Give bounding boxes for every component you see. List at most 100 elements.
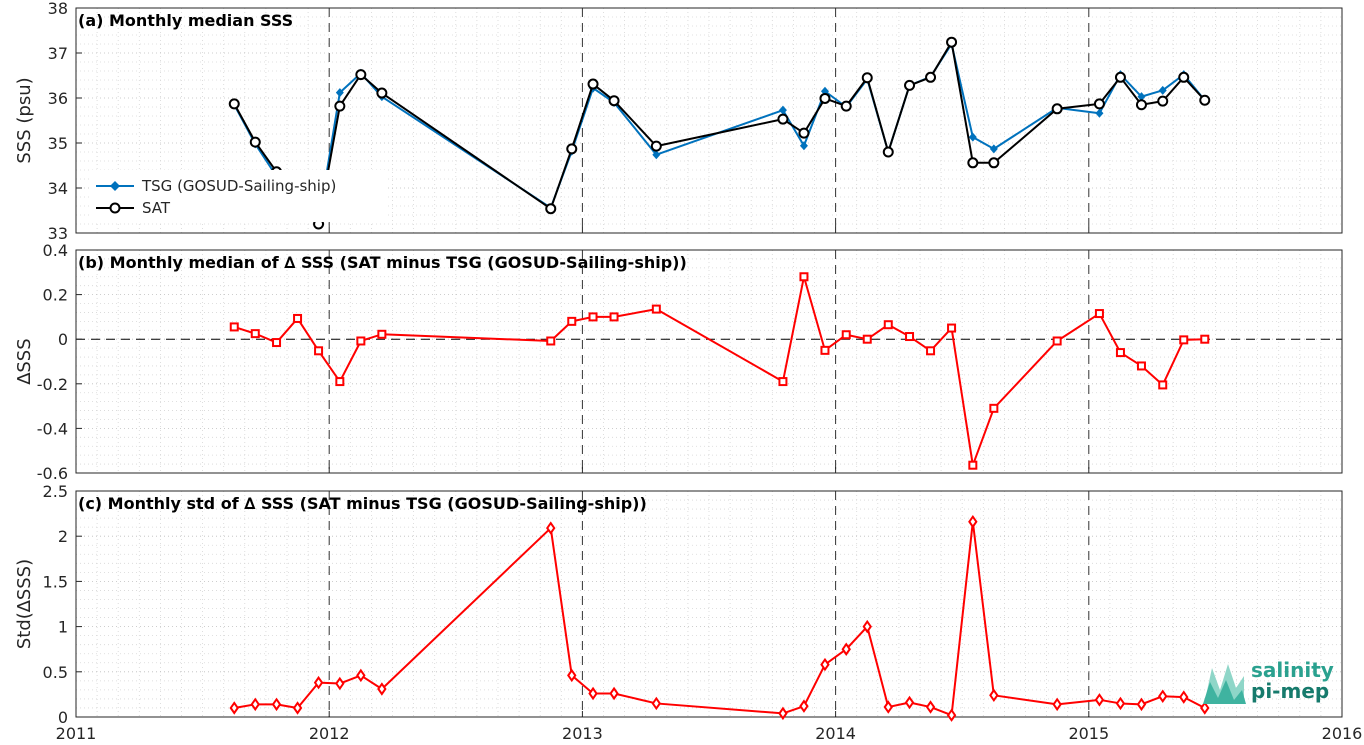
- data-point: [650, 140, 662, 152]
- plot-area: [76, 250, 1342, 473]
- data-point: [799, 272, 809, 282]
- panel-title: (b) Monthly median of ∆ SSS (SAT minus T…: [78, 253, 687, 272]
- data-point: [229, 322, 239, 332]
- data-point: [904, 79, 916, 91]
- x-axis-labels: 2011 2012 2013 2014 2015 2016: [56, 724, 1363, 743]
- data-point: [546, 521, 556, 535]
- legend-label-sat: SAT: [142, 199, 171, 217]
- y-tick-label: 0.5: [43, 663, 68, 682]
- data-point: [546, 336, 556, 346]
- data-point: [989, 688, 999, 703]
- data-point: [651, 696, 662, 711]
- y-tick-label: 2: [58, 527, 68, 546]
- data-point: [968, 460, 978, 470]
- axes-frame: [75, 490, 1343, 718]
- data-point: [377, 329, 387, 339]
- data-point: [946, 36, 958, 48]
- data-point: [819, 92, 831, 104]
- data-point: [862, 619, 872, 634]
- x-tick-label: 2015: [1068, 724, 1109, 743]
- data-point: [587, 78, 599, 90]
- data-point: [376, 87, 388, 99]
- data-point: [1200, 334, 1210, 344]
- x-tick-label: 2013: [562, 724, 603, 743]
- y-axis-label: ∆SSS: [14, 338, 35, 385]
- data-point: [904, 695, 915, 710]
- data-point: [229, 701, 239, 715]
- data-point: [271, 697, 282, 712]
- data-point: [651, 304, 661, 314]
- y-axis-label: SSS (psu): [14, 77, 35, 163]
- data-point: [841, 642, 851, 656]
- data-point: [1179, 335, 1189, 345]
- data-point: [1157, 95, 1169, 107]
- legend-marker-tsg: [110, 181, 120, 191]
- data-point: [988, 157, 1000, 169]
- data-point: [989, 144, 998, 154]
- legend-label-tsg: TSG (GOSUD-Sailing-ship): [141, 177, 336, 195]
- axes-frame: [75, 249, 1343, 474]
- data-point: [778, 105, 787, 115]
- data-point: [905, 332, 915, 342]
- data-point: [272, 338, 282, 348]
- legend-box: [90, 170, 386, 222]
- y-tick-label: 38: [48, 0, 68, 18]
- y-axis-label: Std(∆SSS): [14, 559, 35, 649]
- data-point: [292, 701, 303, 715]
- y-tick-label: -0.2: [37, 375, 68, 394]
- data-point: [820, 345, 830, 355]
- y-tick-label: 33: [48, 224, 68, 243]
- x-tick-label: 2014: [815, 724, 856, 743]
- data-point: [250, 329, 260, 339]
- data-point: [1136, 361, 1146, 371]
- x-tick-label: 2012: [309, 724, 350, 743]
- data-point: [799, 699, 809, 713]
- data-point: [882, 146, 894, 158]
- data-point: [355, 69, 367, 81]
- data-point: [1093, 98, 1105, 110]
- data-point: [313, 675, 324, 690]
- data-point: [1094, 693, 1105, 707]
- data-point: [946, 708, 957, 722]
- data-point: [356, 668, 366, 683]
- data-point: [609, 312, 619, 322]
- y-tick-label: 0: [58, 330, 68, 349]
- data-point: [778, 377, 788, 387]
- data-point: [250, 697, 260, 712]
- y-tick-label: 35: [48, 134, 68, 153]
- data-point: [778, 706, 788, 721]
- data-point: [1095, 108, 1104, 118]
- data-point: [293, 313, 303, 323]
- data-point: [1051, 103, 1063, 115]
- salinity-pi-mep-logo: salinity pi-mep: [1203, 658, 1334, 704]
- panel-c: 0 0.5 1 1.5 2 2.5 Std(∆SSS) (c) Monthly std of …: [14, 482, 1343, 727]
- legend-marker-sat: [109, 202, 121, 214]
- data-point: [1052, 697, 1062, 712]
- logo-wave-back: [1205, 664, 1244, 700]
- x-tick-label: 2011: [56, 724, 97, 743]
- y-tick-label: 37: [48, 44, 68, 63]
- data-point: [926, 346, 936, 356]
- data-point: [1094, 309, 1104, 319]
- data-point: [608, 95, 620, 107]
- data-point: [1136, 697, 1147, 712]
- data-point: [820, 657, 830, 672]
- data-point: [862, 334, 872, 344]
- data-point: [883, 700, 893, 714]
- panel-b: -0.6 -0.4 -0.2 0 0.2 0.4 ∆SSS (b) Monthly media…: [14, 241, 1343, 483]
- y-tick-label: 1: [58, 618, 68, 637]
- data-point: [567, 316, 577, 326]
- data-point: [356, 336, 366, 346]
- data-point: [609, 686, 619, 701]
- data-point: [1158, 85, 1167, 95]
- data-point: [840, 100, 852, 112]
- data-point: [335, 377, 345, 387]
- panel-title: (c) Monthly std of ∆ SSS (SAT minus TSG …: [78, 494, 647, 513]
- data-point: [1158, 689, 1168, 703]
- data-point: [777, 113, 789, 125]
- data-point: [883, 320, 893, 330]
- data-point: [566, 143, 578, 155]
- data-point: [1178, 71, 1190, 83]
- y-tick-label: 0: [58, 708, 68, 727]
